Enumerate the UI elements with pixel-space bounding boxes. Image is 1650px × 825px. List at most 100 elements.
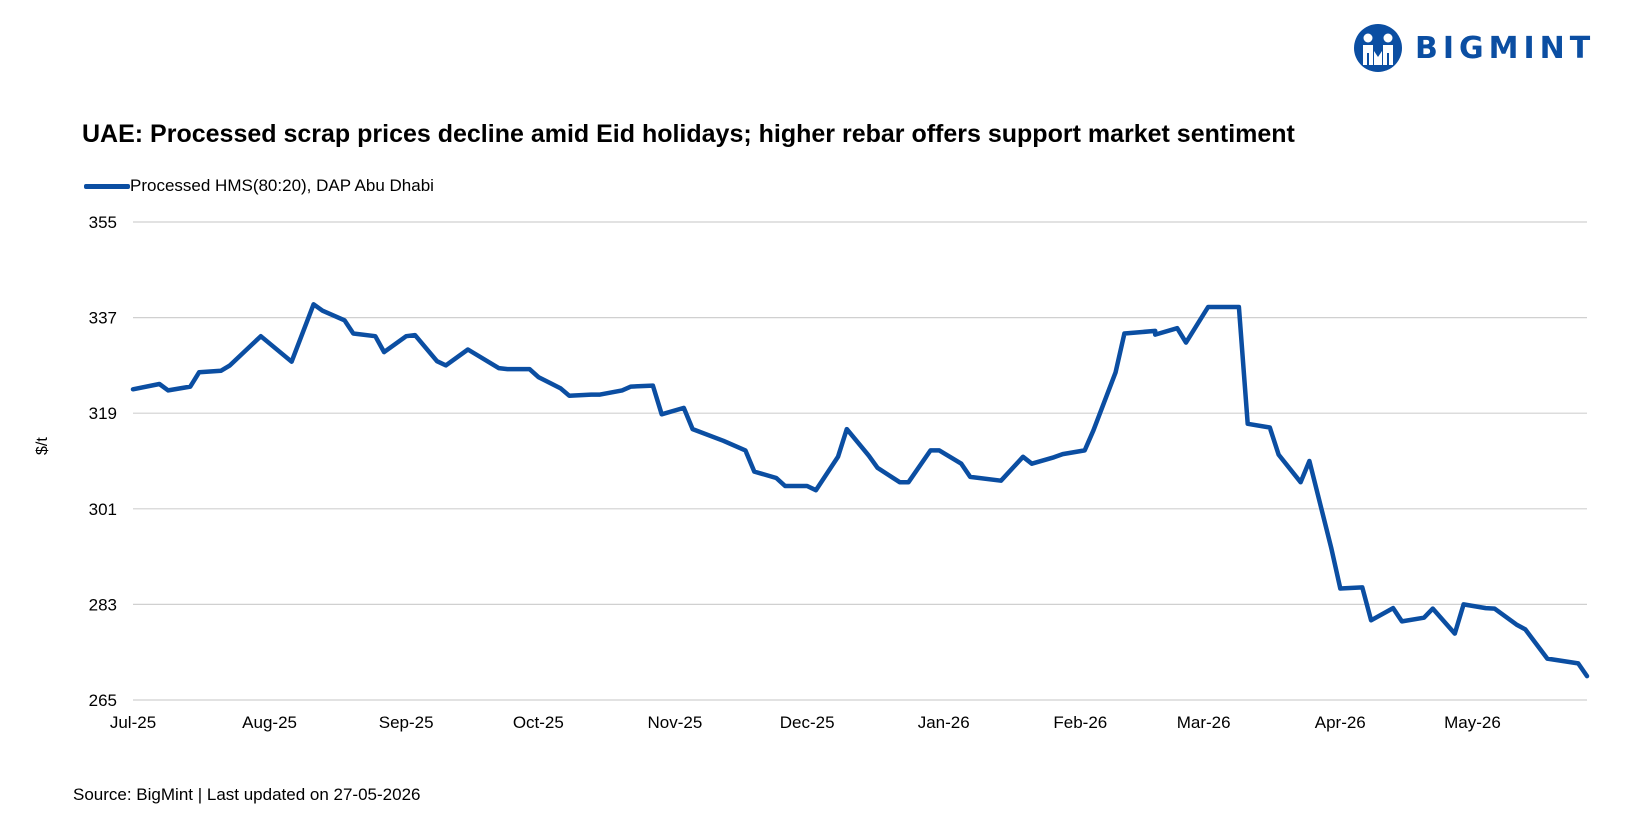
data-point — [197, 370, 201, 374]
data-point — [157, 382, 161, 386]
data-point — [1515, 623, 1518, 627]
x-tick-label: Nov-25 — [648, 713, 703, 732]
data-point — [1092, 428, 1095, 432]
data-point — [1175, 326, 1179, 330]
data-point — [219, 369, 223, 373]
x-tick-label: Oct-25 — [513, 713, 564, 732]
data-point — [444, 363, 448, 367]
x-tick-label: Dec-25 — [780, 713, 835, 732]
data-point — [1400, 619, 1404, 623]
x-tick-label: Jan-26 — [918, 713, 970, 732]
data-point — [131, 387, 135, 391]
data-point — [321, 309, 324, 313]
data-point — [1237, 305, 1241, 309]
data-point — [312, 302, 316, 306]
data-point — [845, 427, 849, 431]
data-point — [1431, 607, 1435, 611]
chart-legend: Processed HMS(80:20), DAP Abu Dhabi — [84, 176, 434, 196]
data-point — [1206, 305, 1210, 309]
line-chart: 355 337 319 301 283 265 Jul-25 Aug-25 Sep-25 Oct-… — [89, 213, 1590, 732]
y-tick-label: 265 — [89, 691, 117, 710]
data-point — [373, 334, 377, 338]
data-point — [682, 406, 686, 410]
data-point — [1153, 329, 1157, 333]
data-point — [721, 439, 725, 443]
brand-logo: BIGMINT — [1353, 22, 1613, 74]
data-point — [1277, 453, 1281, 457]
data-point — [959, 462, 963, 466]
x-tick-label: Mar-26 — [1177, 713, 1231, 732]
data-point — [343, 318, 346, 322]
data-point — [867, 454, 871, 458]
data-point — [629, 385, 633, 389]
x-tick-label: May-26 — [1444, 713, 1501, 732]
data-point — [1329, 547, 1333, 551]
data-point — [1545, 657, 1549, 661]
data-point — [506, 367, 509, 371]
data-point — [290, 360, 294, 364]
data-point — [999, 479, 1003, 483]
data-point — [1493, 607, 1496, 611]
data-point — [814, 488, 818, 492]
data-point — [567, 394, 571, 398]
data-point — [876, 466, 880, 470]
data-point — [497, 366, 501, 370]
y-tick-label: 355 — [89, 213, 117, 232]
data-point — [1268, 426, 1272, 429]
data-point — [929, 448, 932, 452]
legend-label: Processed HMS(80:20), DAP Abu Dhabi — [130, 176, 434, 195]
data-point — [558, 386, 562, 390]
data-point — [1299, 480, 1303, 484]
data-point — [898, 480, 902, 484]
x-tick-label: Apr-26 — [1315, 713, 1366, 732]
data-point — [691, 427, 695, 431]
data-point — [1576, 661, 1580, 665]
data-point — [598, 393, 602, 397]
data-point — [1422, 616, 1426, 620]
data-point — [351, 332, 355, 335]
data-point — [743, 448, 747, 452]
data-point — [382, 350, 386, 354]
data-point — [620, 388, 624, 392]
data-point — [528, 367, 531, 371]
data-point — [1122, 332, 1126, 335]
data-point — [1523, 627, 1527, 631]
data-point — [836, 455, 840, 459]
data-point — [783, 484, 787, 488]
data-point — [1021, 455, 1025, 459]
data-point — [651, 384, 655, 388]
series-line — [130, 302, 1590, 679]
data-point — [1153, 333, 1157, 337]
data-point — [1083, 448, 1087, 452]
data-point — [805, 484, 809, 488]
data-point — [1052, 455, 1056, 459]
x-tick-label: Feb-26 — [1053, 713, 1107, 732]
data-point — [1307, 459, 1311, 463]
data-point — [752, 470, 756, 474]
data-point — [1585, 674, 1589, 678]
chart-title: UAE: Processed scrap prices decline amid… — [82, 120, 1295, 148]
y-tick-label: 301 — [89, 500, 117, 519]
bigmint-logo-icon — [1354, 24, 1402, 72]
y-tick-label: 337 — [89, 309, 117, 328]
legend-swatch — [84, 183, 130, 189]
data-point — [435, 359, 439, 363]
data-point — [1061, 452, 1065, 456]
data-point — [1391, 606, 1395, 610]
data-point — [1484, 606, 1488, 610]
x-tick-label: Aug-25 — [242, 713, 297, 732]
data-point — [907, 480, 910, 484]
data-point — [1360, 585, 1364, 589]
data-point — [404, 334, 408, 338]
data-point — [1215, 305, 1219, 309]
x-tick-label: Sep-25 — [379, 713, 434, 732]
data-point — [1114, 370, 1118, 374]
data-point — [1369, 618, 1373, 622]
data-point — [1246, 422, 1250, 426]
data-point — [259, 334, 263, 338]
data-point — [228, 363, 232, 367]
data-point — [968, 475, 972, 479]
data-point — [774, 476, 778, 480]
data-point — [1338, 587, 1342, 590]
data-point — [589, 393, 593, 397]
